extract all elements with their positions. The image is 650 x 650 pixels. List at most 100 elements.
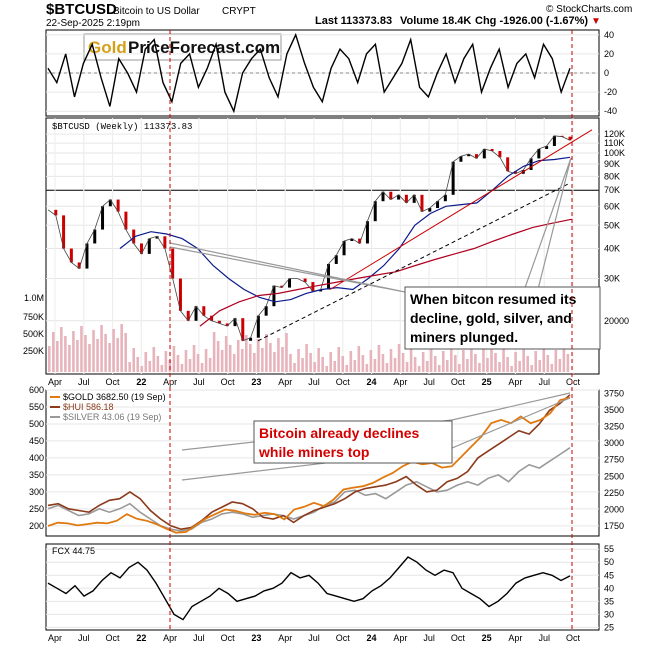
volume-bar bbox=[401, 353, 405, 372]
volume-bar bbox=[196, 354, 200, 372]
ratio-ytick-right-4: 2750 bbox=[604, 455, 624, 465]
volume-bar bbox=[405, 362, 409, 372]
fcx-xlabel-10: Oct bbox=[336, 633, 351, 643]
fcx-xlabel-13: Jul bbox=[423, 633, 435, 643]
ratio-ytick-left-2: 300 bbox=[29, 487, 44, 497]
fcx-panel-title: FCX 44.75 bbox=[52, 546, 95, 556]
oscillator-line bbox=[47, 32, 571, 114]
fcx-ytick-4: 45 bbox=[604, 570, 614, 580]
volume-bar bbox=[76, 340, 79, 372]
volume-bar bbox=[470, 345, 473, 372]
price-series bbox=[47, 129, 593, 342]
volume-bar bbox=[325, 366, 328, 372]
volume-bar bbox=[317, 348, 320, 372]
volume-bar bbox=[144, 352, 148, 372]
chart-symbol: $BTCUSD bbox=[46, 1, 117, 18]
fcx-xlabel-0: Apr bbox=[48, 633, 62, 643]
volume-bar bbox=[506, 357, 509, 372]
price-xlabel-16: Apr bbox=[508, 377, 522, 387]
volume-bar bbox=[498, 362, 501, 372]
price-xlabel-10: Oct bbox=[336, 377, 351, 387]
ratios-legend: $GOLD 3682.50 (19 Sep) $HUI 586.18 $SILV… bbox=[50, 392, 166, 422]
volume-bar bbox=[100, 325, 103, 372]
fcx-xlabel-14: Oct bbox=[451, 633, 466, 643]
volume-bar bbox=[257, 339, 260, 372]
volume-bar bbox=[321, 357, 324, 372]
volume-bar bbox=[249, 344, 252, 372]
fcx-xlabel-16: Apr bbox=[508, 633, 522, 643]
volume-bar bbox=[337, 347, 341, 372]
price-ytick-10: 20000 bbox=[604, 316, 629, 326]
volume-bar bbox=[538, 360, 542, 372]
price-xlabel-5: Jul bbox=[193, 377, 205, 387]
volume-tick-2: 500K bbox=[23, 329, 44, 339]
price-xlabel-12: Apr bbox=[393, 377, 407, 387]
volume-bar bbox=[385, 363, 389, 372]
volume-bar bbox=[393, 358, 397, 372]
volume-bar bbox=[92, 330, 95, 372]
volume-bar bbox=[228, 345, 232, 372]
volume-bar bbox=[389, 349, 393, 372]
osc-ytick-3: 20 bbox=[604, 49, 614, 59]
volume-bar bbox=[48, 346, 51, 372]
volume-bar bbox=[437, 365, 441, 372]
osc-ytick-0: -40 bbox=[604, 106, 617, 116]
legend-hui: $HUI 586.18 bbox=[63, 402, 114, 412]
volume-bar bbox=[156, 356, 160, 372]
volume-bar bbox=[172, 346, 176, 372]
volume-bar bbox=[297, 349, 300, 372]
ma-blue-line bbox=[119, 156, 571, 303]
fcx-ytick-2: 35 bbox=[604, 596, 614, 606]
osc-ytick-4: 40 bbox=[604, 30, 614, 40]
volume-bar bbox=[421, 352, 425, 372]
callout-top: When bitcon resumed its decline, gold, s… bbox=[404, 286, 601, 350]
volume-bar bbox=[204, 349, 208, 372]
logo-gold: Gold bbox=[88, 38, 127, 57]
volume-bar bbox=[289, 354, 292, 372]
volume-bar bbox=[60, 327, 63, 372]
volume-bar bbox=[502, 348, 505, 372]
fcx-ytick-1: 30 bbox=[604, 609, 614, 619]
volume-bar bbox=[462, 350, 465, 372]
ratio-ytick-left-1: 250 bbox=[29, 504, 44, 514]
chart-name: Bitcoin to US Dollar bbox=[113, 6, 200, 17]
volume-bar bbox=[273, 352, 276, 372]
volume-bar bbox=[441, 351, 445, 372]
volume-bar bbox=[345, 365, 349, 372]
volume-bar bbox=[240, 349, 244, 372]
volume-tick-3: 250K bbox=[23, 346, 44, 356]
fcx-xlabel-4: Apr bbox=[163, 633, 177, 643]
callout-top-line2: decline, gold, silver, and bbox=[410, 310, 572, 326]
volume-bar bbox=[341, 356, 345, 372]
volume-bar bbox=[120, 324, 123, 372]
volume-bar bbox=[265, 334, 268, 372]
legend-gold: $GOLD 3682.50 (19 Sep) bbox=[63, 392, 166, 402]
fcx-ytick-6: 55 bbox=[604, 544, 614, 554]
price-xlabel-15: 25 bbox=[482, 377, 492, 387]
volume-bar bbox=[353, 360, 357, 372]
price-xlabel-8: Apr bbox=[278, 377, 292, 387]
volume-tick-0: 1.0M bbox=[24, 293, 44, 303]
volume-bar bbox=[377, 345, 381, 372]
volume-bar bbox=[96, 339, 99, 372]
volume-bar bbox=[164, 351, 168, 372]
price-panel-title: $BTCUSD (Weekly) 113373.83 bbox=[52, 122, 192, 132]
ratio-ytick-right-7: 3500 bbox=[604, 405, 624, 415]
volume-bar bbox=[458, 364, 461, 372]
volume-bar bbox=[104, 334, 107, 372]
price-ytick-6: 60K bbox=[604, 201, 620, 211]
volume-bar bbox=[305, 344, 308, 372]
volume-bar bbox=[413, 357, 417, 372]
volume-bar bbox=[333, 361, 337, 372]
ratio-ytick-right-3: 2500 bbox=[604, 471, 624, 481]
volume-bar bbox=[112, 329, 115, 372]
volume-bar bbox=[80, 326, 83, 372]
fcx-xlabel-7: 23 bbox=[251, 633, 261, 643]
volume-bar bbox=[176, 355, 180, 372]
ratio-ytick-left-0: 200 bbox=[29, 521, 44, 531]
ratio-ytick-right-1: 2000 bbox=[604, 504, 624, 514]
volume-bar bbox=[108, 343, 111, 372]
fcx-line bbox=[47, 556, 571, 621]
